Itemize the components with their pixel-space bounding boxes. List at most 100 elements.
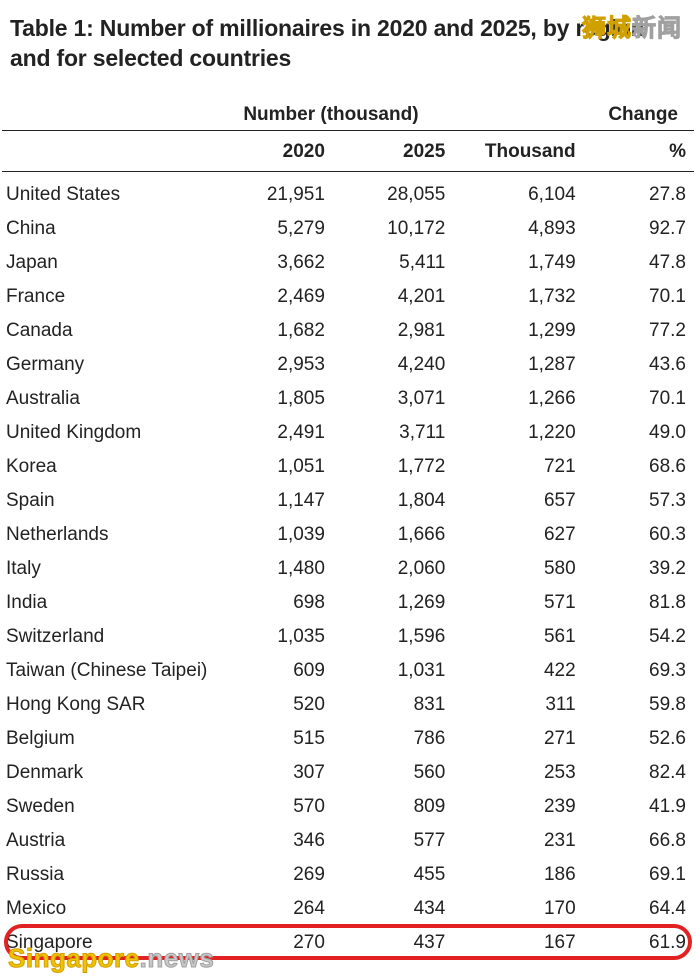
cell-pct: 54.2 (584, 620, 694, 654)
cell-country: India (2, 586, 213, 620)
table-row: Germany2,9534,2401,28743.6 (2, 348, 694, 382)
table-row: Korea1,0511,77272168.6 (2, 450, 694, 484)
table-row: United States21,95128,0556,10427.8 (2, 178, 694, 212)
cell-country: China (2, 212, 213, 246)
cell-country: Netherlands (2, 518, 213, 552)
cell-2025: 3,711 (333, 416, 453, 450)
table-row: Belgium51578627152.6 (2, 722, 694, 756)
cell-2020: 1,480 (213, 552, 333, 586)
cell-2025: 1,772 (333, 450, 453, 484)
cell-pct: 81.8 (584, 586, 694, 620)
cell-pct: 77.2 (584, 314, 694, 348)
page: 狮城新闻 Table 1: Number of millionaires in … (0, 0, 696, 980)
cell-2020: 270 (213, 926, 333, 960)
cell-thousand: 657 (453, 484, 583, 518)
cell-thousand: 253 (453, 756, 583, 790)
cell-country: Germany (2, 348, 213, 382)
col-header-country (2, 130, 213, 171)
cell-2020: 269 (213, 858, 333, 892)
cell-pct: 68.6 (584, 450, 694, 484)
cell-pct: 52.6 (584, 722, 694, 756)
millionaires-table: Number (thousand) Change 2020 2025 Thous… (2, 84, 694, 960)
cell-thousand: 422 (453, 654, 583, 688)
table-row: United Kingdom2,4913,7111,22049.0 (2, 416, 694, 450)
cell-pct: 59.8 (584, 688, 694, 722)
cell-2020: 1,147 (213, 484, 333, 518)
cell-2025: 2,981 (333, 314, 453, 348)
cell-thousand: 271 (453, 722, 583, 756)
table-row: Russia26945518669.1 (2, 858, 694, 892)
cell-country: Sweden (2, 790, 213, 824)
table-row: Switzerland1,0351,59656154.2 (2, 620, 694, 654)
cell-thousand: 1,220 (453, 416, 583, 450)
cell-2025: 437 (333, 926, 453, 960)
cell-pct: 69.1 (584, 858, 694, 892)
cell-pct: 60.3 (584, 518, 694, 552)
cell-pct: 43.6 (584, 348, 694, 382)
cell-pct: 27.8 (584, 178, 694, 212)
cell-pct: 66.8 (584, 824, 694, 858)
cell-thousand: 6,104 (453, 178, 583, 212)
table-row: Australia1,8053,0711,26670.1 (2, 382, 694, 416)
cell-pct: 92.7 (584, 212, 694, 246)
table-row: France2,4694,2011,73270.1 (2, 280, 694, 314)
cell-country: United Kingdom (2, 416, 213, 450)
cell-thousand: 231 (453, 824, 583, 858)
cell-2025: 455 (333, 858, 453, 892)
table-row: Netherlands1,0391,66662760.3 (2, 518, 694, 552)
cell-2020: 698 (213, 586, 333, 620)
group-header-blank (2, 84, 213, 131)
table-row: Japan3,6625,4111,74947.8 (2, 246, 694, 280)
cell-2020: 570 (213, 790, 333, 824)
cell-thousand: 561 (453, 620, 583, 654)
cell-2020: 609 (213, 654, 333, 688)
table-row: Italy1,4802,06058039.2 (2, 552, 694, 586)
cell-2025: 560 (333, 756, 453, 790)
cell-country: Italy (2, 552, 213, 586)
cell-pct: 61.9 (584, 926, 694, 960)
cell-thousand: 239 (453, 790, 583, 824)
cell-thousand: 571 (453, 586, 583, 620)
cell-2025: 3,071 (333, 382, 453, 416)
cell-thousand: 167 (453, 926, 583, 960)
cell-2025: 1,666 (333, 518, 453, 552)
table-row: Sweden57080923941.9 (2, 790, 694, 824)
cell-country: Canada (2, 314, 213, 348)
title-line-2: and for selected countries (10, 45, 291, 71)
cell-country: Mexico (2, 892, 213, 926)
cell-thousand: 311 (453, 688, 583, 722)
cell-country: France (2, 280, 213, 314)
group-header-change: Change (453, 84, 694, 131)
cell-country: United States (2, 178, 213, 212)
table-row: Austria34657723166.8 (2, 824, 694, 858)
cell-2020: 2,953 (213, 348, 333, 382)
cell-2025: 1,269 (333, 586, 453, 620)
table-row: Hong Kong SAR52083131159.8 (2, 688, 694, 722)
cell-thousand: 580 (453, 552, 583, 586)
cell-country: Belgium (2, 722, 213, 756)
cell-2020: 5,279 (213, 212, 333, 246)
cell-2025: 10,172 (333, 212, 453, 246)
cell-country: Australia (2, 382, 213, 416)
cell-2020: 2,469 (213, 280, 333, 314)
col-header-thousand: Thousand (453, 130, 583, 171)
col-header-2025: 2025 (333, 130, 453, 171)
cell-pct: 47.8 (584, 246, 694, 280)
cell-2020: 1,051 (213, 450, 333, 484)
cell-thousand: 1,266 (453, 382, 583, 416)
cell-pct: 70.1 (584, 382, 694, 416)
cell-thousand: 1,732 (453, 280, 583, 314)
cell-2020: 1,805 (213, 382, 333, 416)
cell-pct: 39.2 (584, 552, 694, 586)
cell-2020: 21,951 (213, 178, 333, 212)
cell-country: Taiwan (Chinese Taipei) (2, 654, 213, 688)
cell-2020: 1,682 (213, 314, 333, 348)
cell-country: Hong Kong SAR (2, 688, 213, 722)
cell-2020: 2,491 (213, 416, 333, 450)
col-header-2020: 2020 (213, 130, 333, 171)
table-row: India6981,26957181.8 (2, 586, 694, 620)
cell-country: Denmark (2, 756, 213, 790)
cell-pct: 70.1 (584, 280, 694, 314)
table-row: Taiwan (Chinese Taipei)6091,03142269.3 (2, 654, 694, 688)
group-header-row: Number (thousand) Change (2, 84, 694, 131)
